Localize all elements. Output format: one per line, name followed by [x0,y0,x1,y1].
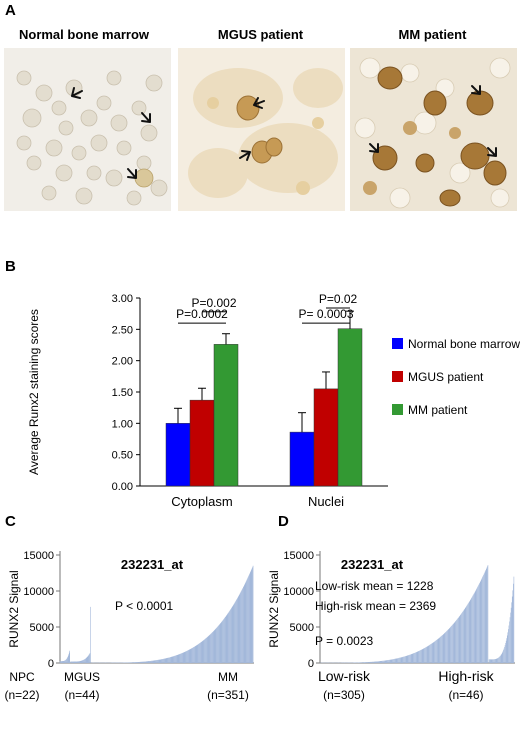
b-p-value-label: P= 0.0003 [298,307,353,321]
b-p-value-label: P=0.0002 [176,307,228,321]
b-p-value-label: P=0.02 [319,292,358,306]
b-legend-label: MGUS patient [408,370,484,384]
y-tick-label: 0 [308,658,314,670]
group-count-label: (n=351) [207,688,249,702]
b-bar [189,399,215,487]
b-bar [165,423,191,487]
y-tick-label: 15000 [23,550,54,562]
y-tick-label: 15000 [283,550,314,562]
b-legend-swatch [392,404,403,415]
b-category-label: Cytoplasm [171,494,232,509]
group-count-label: (n=22) [4,688,39,702]
panel-c-letter: C [5,513,16,530]
normal-bone-marrow-micrograph [4,48,171,211]
b-legend-label: Normal bone marrow [408,337,520,351]
normal-bone-marrow-title: Normal bone marrow [18,27,150,42]
group-label: High-risk [438,668,494,684]
b-p-value-label: P=0.002 [191,296,236,310]
mgus-patient-micrograph [178,48,345,211]
b-y-tick-label: 0.50 [112,450,133,462]
mm-patient-title: MM patient [398,27,467,42]
b-bar [289,431,315,487]
b-legend-swatch [392,338,403,349]
b-bar [337,328,363,487]
runx2-signal-by-group-chart: RUNX2 Signal 0 5000 10000 15000 NPC (n=22) MGUS… [4,550,254,702]
b-y-tick-label: 2.50 [112,324,133,336]
chart-title: 232231_at [341,557,404,572]
chart-annotation: Low-risk mean = 1228 [315,579,434,593]
panel-a-letter: A [5,2,16,19]
y-tick-label: 10000 [23,586,54,598]
b-y-tick-label: 1.50 [112,387,133,399]
runx2-signal-by-risk-chart: RUNX2 Signal 0 5000 10000 15000 Low-risk (n=30… [267,550,515,702]
group-label: NPC [9,670,35,684]
staining-score-bar-chart: Average Runx2 staining scores 0.00 0.50 1.0… [27,292,520,509]
y-axis-label: RUNX2 Signal [267,570,281,647]
panel-d-letter: D [278,513,289,530]
b-legend-swatch [392,371,403,382]
y-tick-label: 0 [48,658,54,670]
b-category-label: Nuclei [308,494,344,509]
y-axis-label: RUNX2 Signal [7,570,21,647]
group-count-label: (n=305) [323,688,365,702]
y-tick-label: 10000 [283,586,314,598]
chart-title: 232231_at [121,557,184,572]
b-y-tick-label: 1.00 [112,418,133,430]
mgus-patient-title: MGUS patient [217,27,304,42]
mm-patient-micrograph [350,48,517,211]
b-legend-label: MM patient [408,403,468,417]
b-y-tick-label: 0.00 [112,481,133,493]
group-count-label: (n=46) [448,688,483,702]
b-bar [313,388,339,487]
y-tick-label: 5000 [290,622,314,634]
group-label: Low-risk [318,668,371,684]
chart-annotation: High-risk mean = 2369 [315,599,436,613]
panel-b-letter: B [5,258,16,275]
group-label: MGUS [64,670,100,684]
chart-annotation: P < 0.0001 [115,599,173,613]
b-y-axis-label: Average Runx2 staining scores [27,309,41,475]
group-label: MM [218,670,238,684]
b-y-tick-label: 2.00 [112,356,133,368]
b-y-tick-label: 3.00 [112,293,133,305]
y-tick-label: 5000 [30,622,54,634]
b-bar [213,344,239,487]
group-count-label: (n=44) [64,688,99,702]
chart-annotation: P = 0.0023 [315,634,373,648]
